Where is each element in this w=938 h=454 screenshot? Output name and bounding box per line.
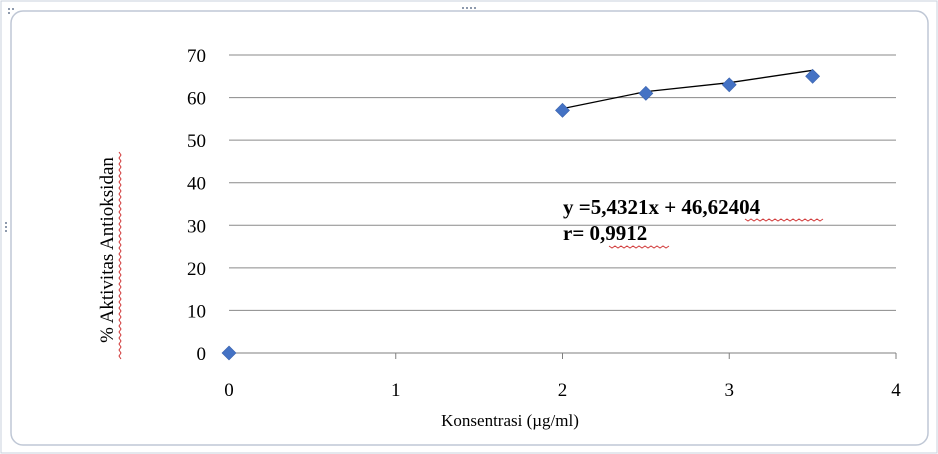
y-tick-label-50: 50 [187,131,206,152]
y-tick-label-40: 40 [187,174,206,195]
x-tick-label-0: 0 [224,380,234,401]
spellcheck-underline-equation [744,218,824,222]
x-tick-label-2: 2 [558,380,568,401]
resize-handle-corner-tl[interactable] [8,8,14,14]
y-tick-label-60: 60 [187,89,206,110]
data-point-2 [638,85,654,101]
trendline [562,69,813,110]
y-tick-label-10: 10 [187,301,206,322]
y-tick-label-20: 20 [187,259,206,280]
spellcheck-underline-r [608,245,670,249]
gridlines [229,54,896,311]
spellcheck-underline-ylabel [118,151,122,360]
x-axis-title: Konsentrasi (µg/ml) [441,411,579,430]
resize-handle-left[interactable] [5,222,7,232]
y-tick-label-70: 70 [187,46,206,67]
data-point-3 [721,77,737,93]
resize-handle-top[interactable] [462,7,476,9]
y-tick-label-0: 0 [197,344,207,365]
data-points [221,68,821,361]
data-point-0 [221,345,237,361]
data-point-4 [805,68,821,84]
x-tick-label-4: 4 [891,380,901,401]
y-tick-labels: 0 10 20 30 40 50 60 70 [187,46,206,365]
plot-area: 0 10 20 30 40 50 60 70 0 1 2 3 4 [187,46,901,401]
correlation-value: r= 0,9912 [563,221,647,245]
regression-equation: y =5,4321x + 46,62404 [563,195,761,219]
chart-area-border [10,10,929,446]
y-axis-title: % Aktivitas Antioksidan [97,157,118,343]
x-tick-label-1: 1 [391,380,401,401]
trendline-group [562,69,813,110]
x-tick-labels: 0 1 2 3 4 [224,380,901,401]
data-point-1 [555,102,570,118]
y-tick-label-30: 30 [187,216,206,237]
x-tick-label-3: 3 [725,380,735,401]
